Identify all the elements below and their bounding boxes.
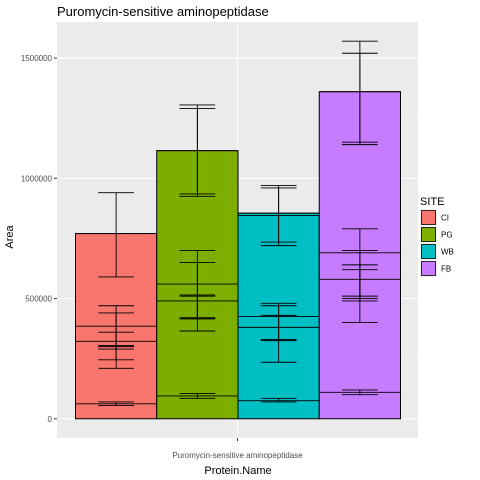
x-axis-title: Protein.Name bbox=[204, 465, 271, 477]
y-axis-title: Area bbox=[4, 225, 16, 249]
errorbar-ci bbox=[98, 401, 134, 406]
y-tick-label: 1500000 bbox=[21, 54, 53, 63]
legend-title: SITE bbox=[420, 196, 444, 208]
y-tick-label: 500000 bbox=[25, 295, 52, 304]
legend-label-wb: WB bbox=[441, 248, 454, 257]
legend-label-pg: PG bbox=[441, 231, 453, 240]
y-tick-label: 1000000 bbox=[21, 174, 53, 183]
errorbar-pg bbox=[179, 393, 216, 399]
chart-title: Puromycin-sensitive aminopeptidase bbox=[57, 4, 269, 19]
errorbar-wb bbox=[260, 314, 297, 340]
errorbar-ci bbox=[98, 331, 134, 348]
legend-key-ci bbox=[421, 210, 436, 225]
legend-label-fb: FB bbox=[441, 265, 451, 274]
errorbar-fb bbox=[342, 264, 378, 297]
errorbar-wb bbox=[260, 397, 297, 403]
errorbar-pg bbox=[179, 294, 216, 320]
legend-label-ci: CI bbox=[441, 214, 449, 223]
legend-key-wb bbox=[421, 244, 436, 259]
error-bars bbox=[98, 40, 378, 406]
errorbar-fb bbox=[342, 389, 378, 396]
errorbar-pg bbox=[179, 108, 216, 197]
errorbar-ci bbox=[98, 192, 134, 278]
legend-key-fb bbox=[421, 261, 436, 276]
x-axis: Puromycin-sensitive aminopeptidase bbox=[172, 438, 303, 460]
y-tick-label: 0 bbox=[48, 415, 53, 424]
x-tick-label: Puromycin-sensitive aminopeptidase bbox=[172, 451, 303, 460]
errorbar-fb bbox=[342, 52, 378, 143]
legend-key-pg bbox=[421, 227, 436, 242]
y-axis: 0 500000 1000000 1500000 bbox=[21, 54, 57, 424]
legend: SITE CI PG WB FB bbox=[420, 196, 454, 277]
errorbar-wb bbox=[260, 187, 297, 243]
